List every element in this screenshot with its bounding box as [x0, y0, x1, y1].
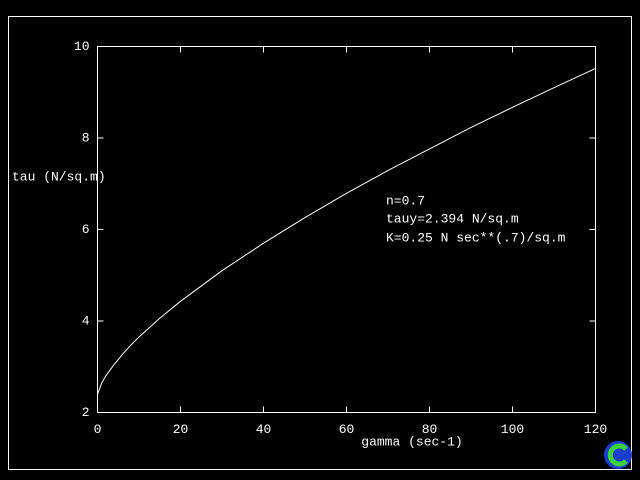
data-line [97, 68, 596, 395]
x-tick-label: 40 [256, 422, 272, 437]
annotation: K=0.25 N sec**(.7)/sq.m [386, 230, 566, 245]
x-tick-label: 80 [422, 422, 438, 437]
y-tick-label: 8 [82, 130, 90, 145]
x-tick-label: 100 [501, 422, 524, 437]
y-tick-label: 6 [82, 222, 90, 237]
outer-frame [8, 16, 632, 470]
x-axis-label: gamma (sec-1) [361, 434, 462, 449]
annotation: tauy=2.394 N/sq.m [386, 211, 519, 226]
y-axis-label: tau (N/sq.m) [12, 169, 106, 184]
x-tick-label: 20 [173, 422, 189, 437]
y-tick-label: 2 [82, 405, 90, 420]
x-tick-label: 120 [584, 422, 607, 437]
x-tick-label: 60 [339, 422, 355, 437]
logo-arrow [607, 443, 628, 467]
annotation: n=0.7 [386, 193, 425, 208]
x-tick-label: 0 [94, 422, 102, 437]
y-tick-label: 10 [74, 39, 90, 54]
logo [604, 441, 632, 469]
y-tick-label: 4 [82, 313, 90, 328]
